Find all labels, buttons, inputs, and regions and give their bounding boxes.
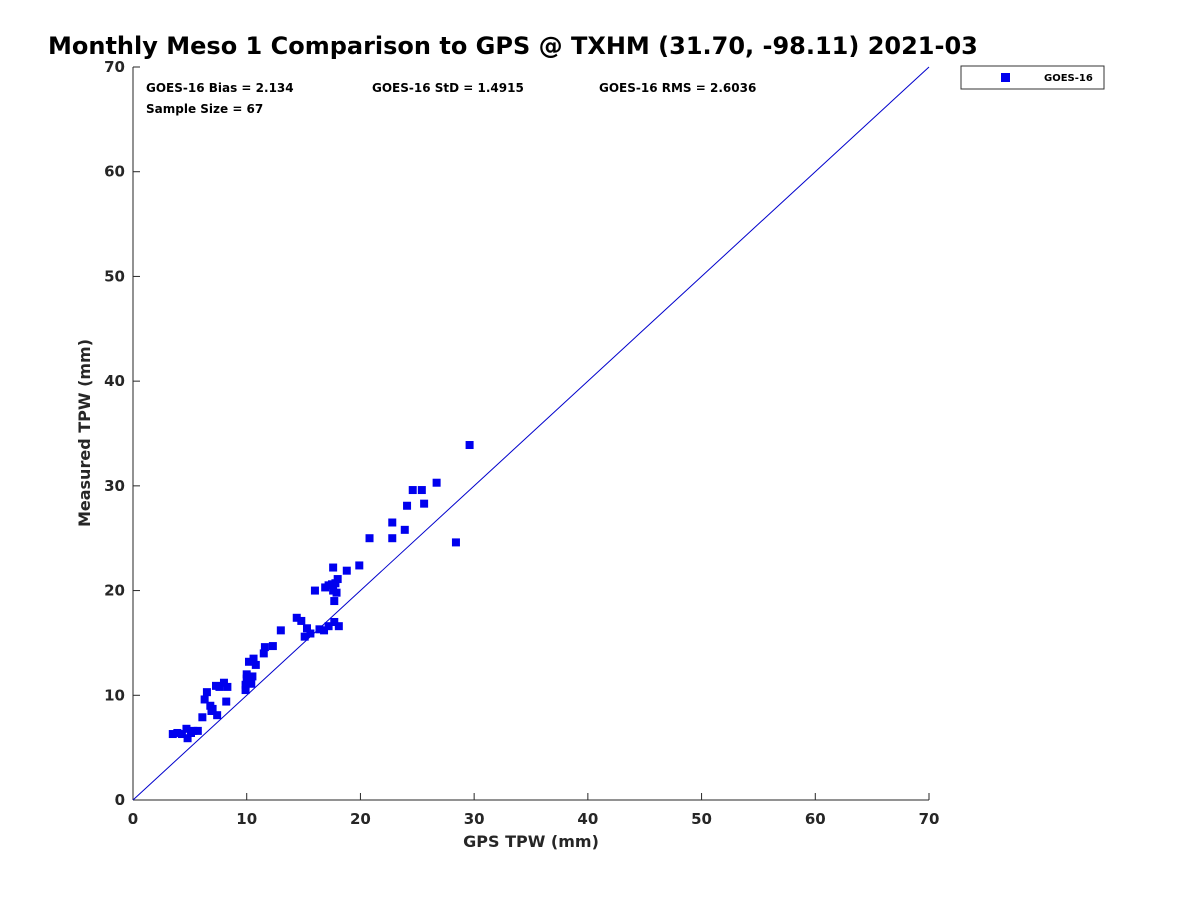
data-point <box>219 678 228 687</box>
data-point <box>223 682 232 691</box>
data-point <box>333 575 342 584</box>
data-point <box>202 688 211 697</box>
data-point <box>355 561 364 570</box>
data-point <box>244 657 253 666</box>
data-point <box>297 616 306 625</box>
data-point <box>276 626 285 635</box>
data-point <box>259 649 268 658</box>
data-point <box>329 563 338 572</box>
data-point <box>451 538 460 547</box>
data-point <box>420 499 429 508</box>
y-tick-label: 10 <box>104 686 125 704</box>
y-tick-label: 50 <box>104 267 125 285</box>
data-point <box>332 588 341 597</box>
data-point <box>300 632 309 641</box>
data-point <box>330 617 339 626</box>
data-point <box>242 670 251 679</box>
data-point <box>388 534 397 543</box>
data-point <box>400 525 409 534</box>
data-point <box>222 697 231 706</box>
data-point <box>249 654 258 663</box>
data-point <box>183 734 192 743</box>
stats-annotations: GOES-16 Bias = 2.134 GOES-16 StD = 1.491… <box>146 81 756 116</box>
x-tick-label: 20 <box>350 810 371 828</box>
data-point <box>302 624 311 633</box>
data-point <box>215 682 224 691</box>
data-point <box>177 730 186 739</box>
data-point <box>310 586 319 595</box>
stat-bias: GOES-16 Bias = 2.134 <box>146 81 294 95</box>
data-point <box>213 711 222 720</box>
y-tick-label: 30 <box>104 477 125 495</box>
data-point <box>251 660 260 669</box>
stat-std: GOES-16 StD = 1.4915 <box>372 81 524 95</box>
data-point <box>247 679 256 688</box>
y-axis-label: Measured TPW (mm) <box>75 339 94 527</box>
data-point <box>403 501 412 510</box>
legend-label-goes16: GOES-16 <box>1044 73 1093 84</box>
data-point <box>193 726 202 735</box>
x-axis-label: GPS TPW (mm) <box>463 832 599 851</box>
y-tick-label: 40 <box>104 372 125 390</box>
data-point <box>324 622 333 631</box>
x-tick-label: 10 <box>236 810 257 828</box>
data-point <box>365 534 374 543</box>
data-point <box>248 672 257 681</box>
data-point <box>182 724 191 733</box>
data-point <box>417 486 426 495</box>
y-tick-label: 20 <box>104 582 125 600</box>
data-point <box>315 625 324 634</box>
data-point <box>208 704 217 713</box>
plot-area: 0 10 20 30 40 50 60 70 0 10 20 30 40 50 60 70 <box>104 58 939 828</box>
data-point <box>268 642 277 651</box>
one-to-one-line <box>132 66 930 801</box>
data-point <box>306 629 315 638</box>
data-point <box>200 695 209 704</box>
x-tick-label: 60 <box>805 810 826 828</box>
x-tick-label: 40 <box>577 810 598 828</box>
data-point <box>189 726 198 735</box>
y-tick-label: 60 <box>104 163 125 181</box>
data-point <box>198 713 207 722</box>
data-point <box>292 613 301 622</box>
data-point <box>342 566 351 575</box>
x-tick-label: 50 <box>691 810 712 828</box>
stat-sample-size: Sample Size = 67 <box>146 102 263 116</box>
legend-box <box>960 65 1105 90</box>
chart-title: Monthly Meso 1 Comparison to GPS @ TXHM … <box>48 32 978 60</box>
data-point <box>334 622 343 631</box>
data-point <box>168 730 177 739</box>
data-point <box>260 643 269 652</box>
stat-rms: GOES-16 RMS = 2.6036 <box>599 81 756 95</box>
legend-marker-goes16 <box>1001 73 1010 82</box>
data-point <box>465 441 474 450</box>
data-point <box>388 518 397 527</box>
data-point <box>320 626 329 635</box>
data-point <box>330 597 339 606</box>
y-tick-label: 70 <box>104 58 125 76</box>
x-tick-label: 70 <box>919 810 940 828</box>
y-tick-label: 0 <box>115 791 125 809</box>
x-tick-label: 30 <box>464 810 485 828</box>
data-point <box>331 579 340 588</box>
data-point <box>432 478 441 487</box>
legend: GOES-16 <box>960 65 1105 90</box>
data-point <box>241 686 250 695</box>
x-tick-label: 0 <box>128 810 138 828</box>
data-point <box>408 486 417 495</box>
data-point <box>173 728 182 737</box>
